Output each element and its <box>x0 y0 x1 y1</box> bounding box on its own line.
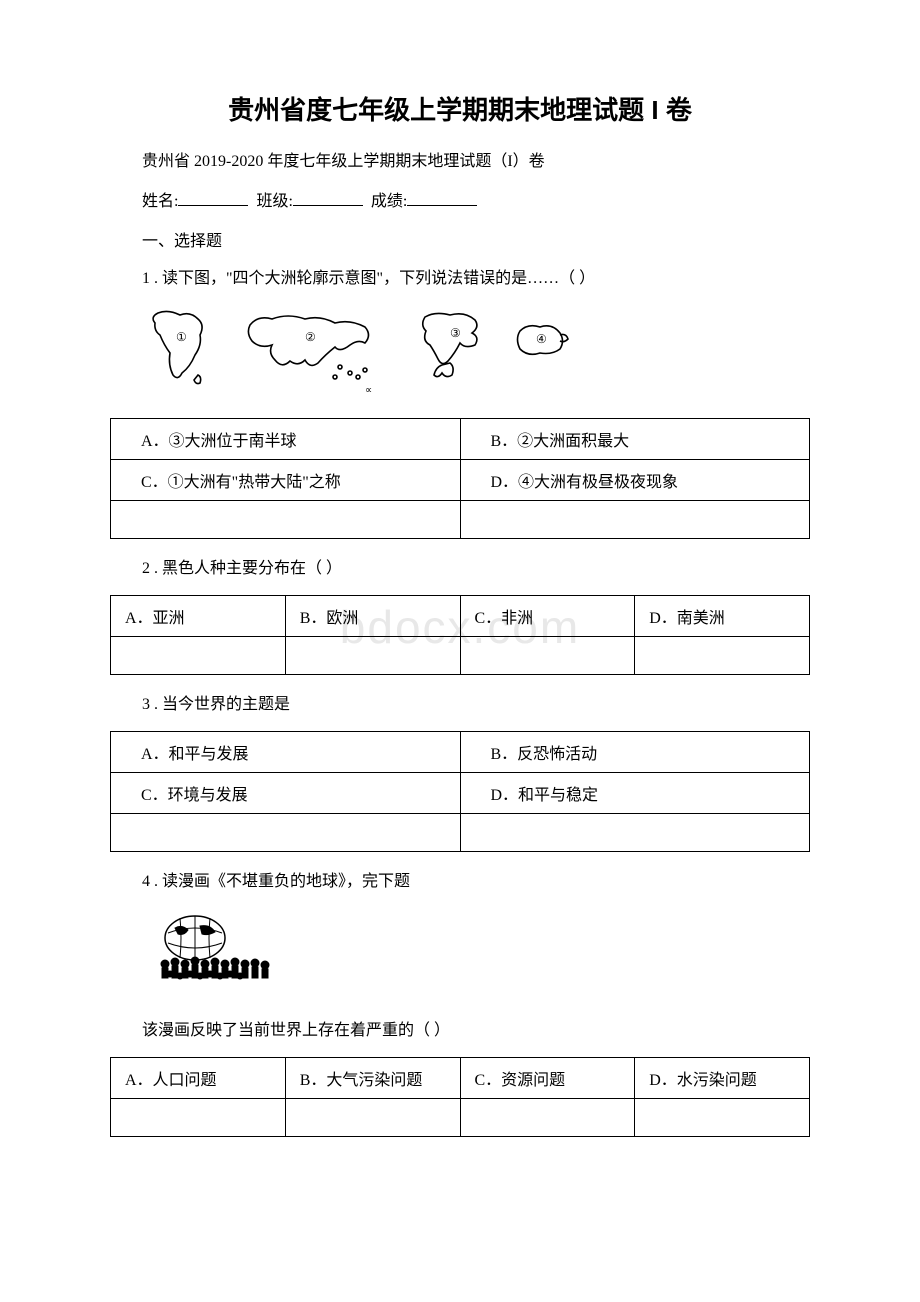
svg-text:②: ② <box>305 330 316 344</box>
question-3-options: A．和平与发展 B．反恐怖活动 C．环境与发展 D．和平与稳定 <box>110 731 810 852</box>
name-blank <box>178 205 248 206</box>
question-4-image <box>140 908 810 1003</box>
table-row: C．环境与发展 D．和平与稳定 <box>111 773 810 814</box>
info-line: 姓名: 班级: 成绩: <box>110 187 810 211</box>
table-row <box>111 814 810 852</box>
subtitle: 贵州省 2019-2020 年度七年级上学期期末地理试题（I）卷 <box>110 147 810 171</box>
option-a: A．③大洲位于南半球 <box>111 419 461 460</box>
score-blank <box>407 205 477 206</box>
option-a: A．人口问题 <box>111 1058 286 1099</box>
table-row: A．和平与发展 B．反恐怖活动 <box>111 732 810 773</box>
table-row: A．③大洲位于南半球 B．②大洲面积最大 <box>111 419 810 460</box>
question-1-image: ① ② ∝ ③ ④ <box>140 305 810 400</box>
empty-cell <box>111 1099 286 1137</box>
empty-cell <box>111 501 461 539</box>
question-4-text: 4 . 读漫画《不堪重负的地球》，完下题 <box>110 870 810 894</box>
empty-cell <box>285 1099 460 1137</box>
svg-text:①: ① <box>176 330 187 344</box>
empty-cell <box>460 501 810 539</box>
table-row: A．亚洲 B．欧洲 C．非洲 D．南美洲 <box>111 596 810 637</box>
continents-svg: ① ② ∝ ③ ④ <box>140 305 570 400</box>
option-d: D．南美洲 <box>635 596 810 637</box>
question-4-subtext: 该漫画反映了当前世界上存在着严重的（ ） <box>110 1019 810 1043</box>
question-1-options: A．③大洲位于南半球 B．②大洲面积最大 C．①大洲有"热带大陆"之称 D．④大… <box>110 418 810 539</box>
score-label: 成绩: <box>371 193 407 210</box>
table-row <box>111 501 810 539</box>
option-b: B．②大洲面积最大 <box>460 419 810 460</box>
document-page: 贵州省度七年级上学期期末地理试题 I 卷 贵州省 2019-2020 年度七年级… <box>0 0 920 1195</box>
svg-text:④: ④ <box>536 332 547 346</box>
option-a: A．亚洲 <box>111 596 286 637</box>
question-2-text: 2 . 黑色人种主要分布在（ ） <box>110 557 810 581</box>
empty-cell <box>635 1099 810 1137</box>
option-b: B．反恐怖活动 <box>460 732 810 773</box>
empty-cell <box>460 637 635 675</box>
class-blank <box>293 205 363 206</box>
option-c: C．①大洲有"热带大陆"之称 <box>111 460 461 501</box>
option-c: C．环境与发展 <box>111 773 461 814</box>
table-row <box>111 1099 810 1137</box>
option-b: B．欧洲 <box>285 596 460 637</box>
svg-text:③: ③ <box>450 326 461 340</box>
section-heading: 一、选择题 <box>110 227 810 251</box>
table-row: C．①大洲有"热带大陆"之称 D．④大洲有极昼极夜现象 <box>111 460 810 501</box>
name-label: 姓名: <box>142 193 178 210</box>
option-c: C．非洲 <box>460 596 635 637</box>
page-title: 贵州省度七年级上学期期末地理试题 I 卷 <box>110 90 810 127</box>
empty-cell <box>111 637 286 675</box>
empty-cell <box>460 814 810 852</box>
empty-cell <box>285 637 460 675</box>
option-a: A．和平与发展 <box>111 732 461 773</box>
question-4-options: A．人口问题 B．大气污染问题 C．资源问题 D．水污染问题 <box>110 1057 810 1137</box>
question-1-text: 1 . 读下图，"四个大洲轮廓示意图"，下列说法错误的是……（ ） <box>110 267 810 291</box>
question-3-text: 3 . 当今世界的主题是 <box>110 693 810 717</box>
empty-cell <box>111 814 461 852</box>
empty-cell <box>635 637 810 675</box>
class-label: 班级: <box>256 193 292 210</box>
option-d: D．水污染问题 <box>635 1058 810 1099</box>
empty-cell <box>460 1099 635 1137</box>
option-d: D．和平与稳定 <box>460 773 810 814</box>
question-2-options: A．亚洲 B．欧洲 C．非洲 D．南美洲 <box>110 595 810 675</box>
svg-text:∝: ∝ <box>365 385 372 396</box>
cartoon-svg <box>140 908 300 998</box>
option-c: C．资源问题 <box>460 1058 635 1099</box>
table-row: A．人口问题 B．大气污染问题 C．资源问题 D．水污染问题 <box>111 1058 810 1099</box>
table-row <box>111 637 810 675</box>
option-b: B．大气污染问题 <box>285 1058 460 1099</box>
option-d: D．④大洲有极昼极夜现象 <box>460 460 810 501</box>
